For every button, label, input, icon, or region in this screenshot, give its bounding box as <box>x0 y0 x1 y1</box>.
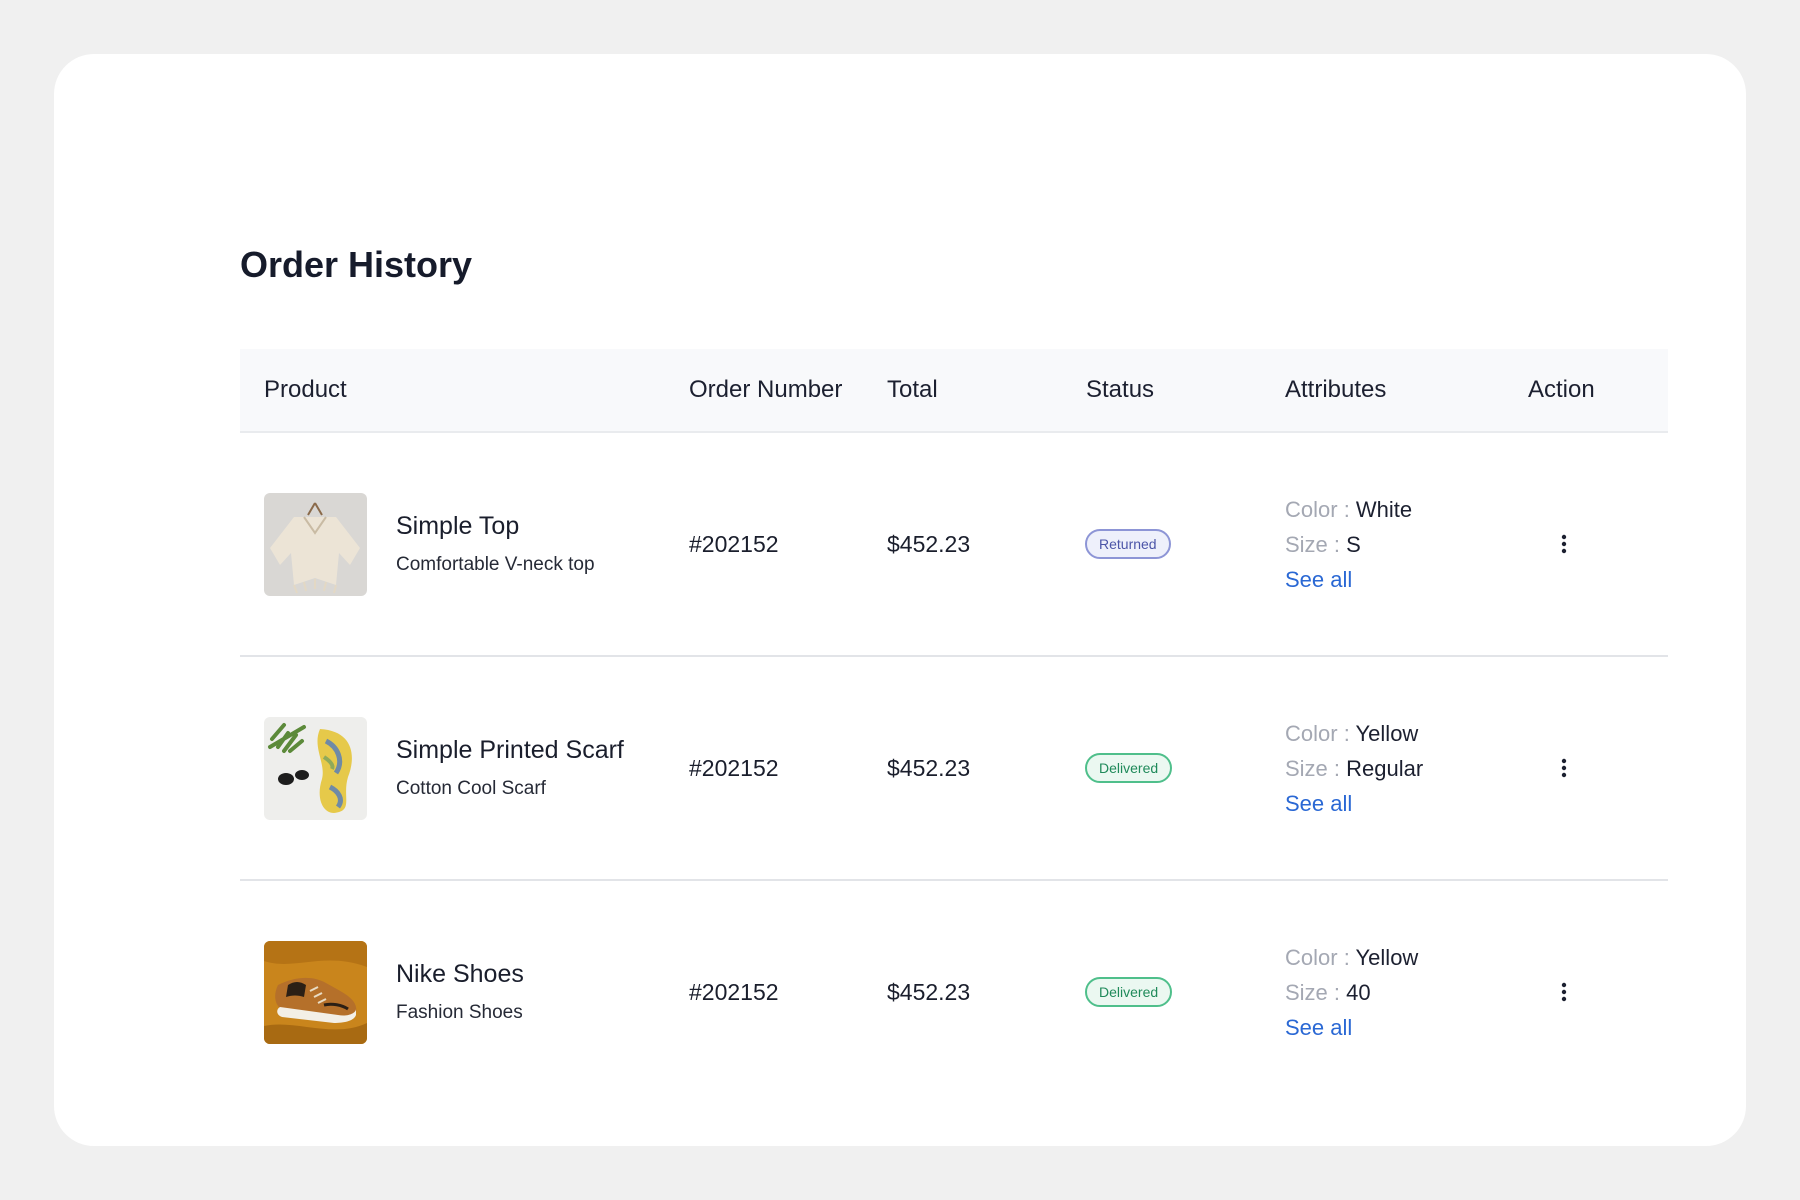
order-total: $452.23 <box>887 530 971 557</box>
see-all-link[interactable]: See all <box>1285 790 1353 816</box>
header-status: Status <box>1086 376 1155 403</box>
attribute-label: Size <box>1285 531 1328 557</box>
attribute-value: 40 <box>1346 979 1371 1005</box>
header-product: Product <box>264 376 347 403</box>
product-cell: Simple Printed Scarf Cotton Cool Scarf <box>264 657 624 879</box>
header-order-number: Order Number <box>689 376 843 403</box>
table-row: Simple Printed Scarf Cotton Cool Scarf #… <box>240 657 1668 881</box>
order-number: #202152 <box>689 530 779 557</box>
attributes-cell: Color : Yellow Size : 40 See all <box>1285 881 1418 1103</box>
status-cell: Returned <box>1085 433 1171 655</box>
table-row: Nike Shoes Fashion Shoes #202152 $452.23… <box>240 881 1668 1103</box>
color-attribute: Color : White <box>1285 492 1412 527</box>
attribute-separator: : <box>1327 755 1347 781</box>
attribute-value: S <box>1346 531 1361 557</box>
page-title: Order History <box>240 244 473 285</box>
attribute-separator: : <box>1327 531 1347 557</box>
attribute-separator: : <box>1337 496 1356 522</box>
status-badge: Delivered <box>1085 753 1173 783</box>
size-attribute: Size : S <box>1285 527 1412 562</box>
size-attribute: Size : 40 <box>1285 975 1418 1010</box>
attribute-separator: : <box>1337 944 1356 970</box>
more-vertical-icon[interactable] <box>1552 756 1576 780</box>
product-info: Nike Shoes Fashion Shoes <box>396 959 524 1025</box>
header-attributes: Attributes <box>1285 376 1387 403</box>
attribute-label: Color <box>1285 944 1338 970</box>
printed-scarf-image <box>264 716 367 820</box>
order-table: Product Order Number Total Status Attrib… <box>240 349 1668 1103</box>
product-name: Simple Top <box>396 512 520 540</box>
attribute-label: Size <box>1285 979 1328 1005</box>
attributes-cell: Color : Yellow Size : Regular See all <box>1285 657 1423 879</box>
order-history-card: Order History Product Order Number Total… <box>54 54 1746 1146</box>
product-cell: Simple Top Comfortable V-neck top <box>264 433 595 655</box>
attribute-value: Regular <box>1346 755 1424 781</box>
action-cell <box>1552 881 1576 1103</box>
knit-top-image <box>264 492 367 596</box>
product-description: Comfortable V-neck top <box>396 554 595 575</box>
attribute-separator: : <box>1337 720 1356 746</box>
status-badge: Returned <box>1085 529 1171 559</box>
see-all-link[interactable]: See all <box>1285 566 1353 592</box>
attribute-value: White <box>1355 496 1413 522</box>
attribute-label: Color <box>1285 720 1338 746</box>
status-badge: Delivered <box>1085 977 1173 1007</box>
attribute-separator: : <box>1327 979 1347 1005</box>
attribute-value: Yellow <box>1355 720 1419 746</box>
product-description: Fashion Shoes <box>396 1002 523 1023</box>
action-cell <box>1552 433 1576 655</box>
product-description: Cotton Cool Scarf <box>396 778 546 799</box>
product-cell: Nike Shoes Fashion Shoes <box>264 881 524 1103</box>
status-cell: Delivered <box>1085 881 1173 1103</box>
sneaker-image <box>264 940 367 1044</box>
size-attribute: Size : Regular <box>1285 751 1423 786</box>
attribute-label: Color <box>1285 496 1338 522</box>
order-total: $452.23 <box>887 978 971 1005</box>
action-cell <box>1552 657 1576 879</box>
table-row: Simple Top Comfortable V-neck top #20215… <box>240 433 1668 657</box>
color-attribute: Color : Yellow <box>1285 716 1423 751</box>
color-attribute: Color : Yellow <box>1285 940 1418 975</box>
status-cell: Delivered <box>1085 657 1173 879</box>
product-name: Nike Shoes <box>396 960 524 988</box>
table-header: Product Order Number Total Status Attrib… <box>240 349 1668 433</box>
attributes-cell: Color : White Size : S See all <box>1285 433 1412 655</box>
order-number: #202152 <box>689 754 779 781</box>
header-action: Action <box>1528 376 1595 403</box>
see-all-link[interactable]: See all <box>1285 1014 1353 1040</box>
more-vertical-icon[interactable] <box>1552 980 1576 1004</box>
more-vertical-icon[interactable] <box>1552 532 1576 556</box>
attribute-value: Yellow <box>1355 944 1419 970</box>
order-number: #202152 <box>689 978 779 1005</box>
product-name: Simple Printed Scarf <box>396 736 624 764</box>
product-info: Simple Printed Scarf Cotton Cool Scarf <box>396 735 624 801</box>
order-total: $452.23 <box>887 754 971 781</box>
header-total: Total <box>887 376 938 403</box>
attribute-label: Size <box>1285 755 1328 781</box>
product-info: Simple Top Comfortable V-neck top <box>396 511 595 577</box>
